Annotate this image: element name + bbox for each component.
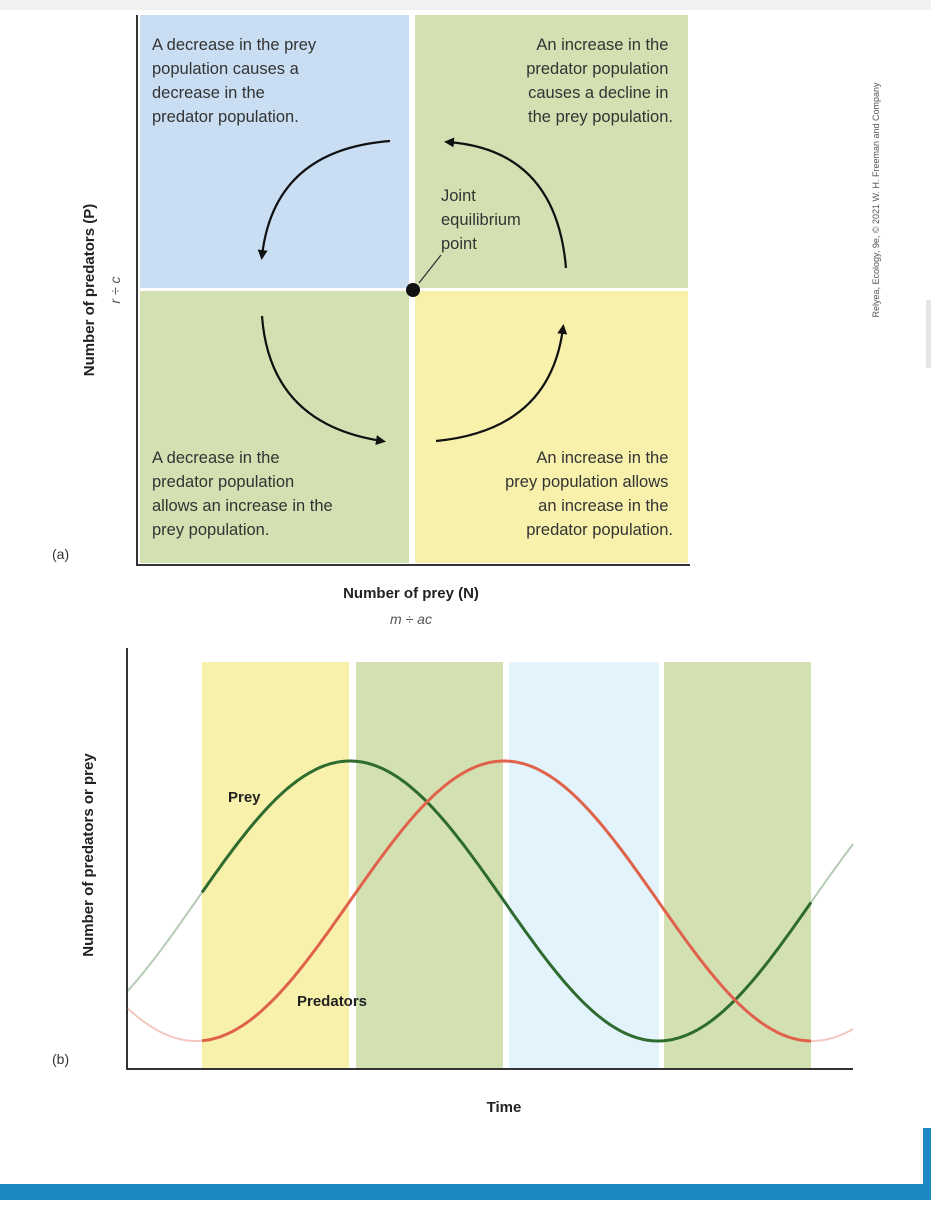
- scroll-mark: [926, 300, 931, 368]
- equilibrium-point: [406, 283, 420, 297]
- prey-curve-left-tail: [126, 891, 203, 993]
- arrow-top-right: [444, 137, 568, 269]
- quadrant-bottom-right: [415, 291, 688, 563]
- predator-curve-right-tail: [811, 1028, 854, 1042]
- predator-curve-left-tail: [126, 1006, 203, 1043]
- panel-a-y-subtitle: r ÷ c: [107, 276, 123, 303]
- arrow-bottom-right: [435, 324, 568, 443]
- credit-line: Relyea, Ecology, 9e, © 2021 W. H. Freema…: [871, 82, 881, 318]
- panel-a-tag: (a): [52, 546, 69, 562]
- panel-b: Prey Predators Number of predators or pr…: [52, 648, 854, 1116]
- right-accent-bar: [923, 1128, 931, 1200]
- quadrant-bottom-left: [140, 291, 409, 563]
- panel-a: A decrease in the prey population causes…: [52, 15, 690, 627]
- time-band-4: [664, 662, 811, 1068]
- equilibrium-leader-line: [418, 254, 442, 284]
- time-band-2: [356, 662, 503, 1068]
- predator-curve: [201, 759, 812, 1043]
- text-bottom-right: An increase in the prey population allow…: [505, 449, 673, 539]
- panel-b-y-title: Number of predators or prey: [80, 753, 97, 957]
- text-top-left: A decrease in the prey population causes…: [152, 36, 321, 126]
- panel-a-y-title: Number of predators (P): [81, 204, 98, 377]
- equilibrium-label: Joint equilibrium point: [441, 187, 525, 253]
- text-top-right: An increase in the predator population c…: [526, 36, 673, 126]
- arrow-bottom-left: [260, 315, 386, 446]
- prey-curve-right-tail: [810, 843, 854, 903]
- bottom-accent-bar: [0, 1184, 931, 1200]
- panel-a-x-subtitle: m ÷ ac: [390, 611, 432, 627]
- time-band-3: [509, 662, 659, 1068]
- panel-b-tag: (b): [52, 1051, 69, 1067]
- time-band-1: [202, 662, 349, 1068]
- top-border: [0, 0, 931, 10]
- text-bottom-left: A decrease in the predator population al…: [152, 449, 337, 539]
- arrow-top-left: [257, 139, 391, 260]
- prey-label: Prey: [228, 789, 261, 806]
- panel-a-x-title: Number of prey (N): [343, 585, 479, 602]
- prey-curve: [200, 759, 813, 1043]
- quadrant-top-right: [415, 15, 688, 288]
- quadrant-top-left: [140, 15, 409, 288]
- predators-label: Predators: [297, 993, 367, 1010]
- panel-b-x-title: Time: [487, 1099, 522, 1116]
